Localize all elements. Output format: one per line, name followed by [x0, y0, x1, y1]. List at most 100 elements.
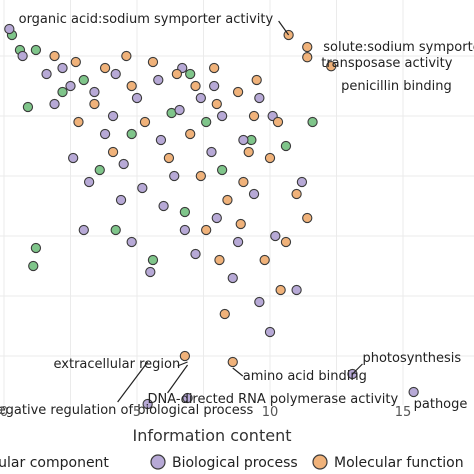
data-point — [185, 68, 196, 80]
legend-label: Biological process — [172, 455, 298, 471]
data-point — [254, 92, 265, 104]
x-tick-labels: 0 5 10 15 — [0, 405, 411, 420]
annotations: organic acid:sodium symporter activity so… — [0, 12, 474, 418]
annotation-label: photosynthesis — [362, 351, 461, 366]
legend-label: Molecular function — [334, 455, 464, 471]
data-point — [174, 104, 185, 116]
data-point — [110, 68, 121, 80]
data-point — [296, 176, 308, 188]
data-point — [89, 98, 100, 110]
legend-swatch — [150, 454, 166, 470]
data-point — [201, 224, 212, 236]
annotation-leader — [278, 20, 290, 36]
annotation-label: extracellular region — [54, 357, 181, 372]
data-point — [131, 92, 143, 104]
data-point — [57, 62, 68, 74]
x-tick-label: 10 — [262, 405, 279, 420]
data-point — [259, 254, 270, 266]
data-point — [195, 170, 206, 182]
data-points — [4, 23, 419, 410]
legend: Cellular component Biological process Mole… — [0, 454, 464, 471]
data-point — [41, 68, 52, 80]
data-point — [235, 218, 246, 230]
annotation-label: egative regulation of biological process — [0, 403, 253, 418]
data-point — [73, 116, 84, 128]
data-point — [49, 50, 60, 62]
annotation-leader — [177, 361, 188, 367]
data-point — [307, 116, 318, 128]
data-point — [30, 44, 42, 56]
data-point — [179, 224, 191, 236]
annotation-label: solute:sodium symporter a — [323, 40, 474, 55]
data-point — [99, 128, 111, 140]
data-point — [291, 188, 302, 200]
data-point — [216, 110, 228, 122]
data-point — [270, 230, 281, 242]
data-point — [302, 52, 313, 63]
data-point — [254, 296, 265, 308]
data-point — [94, 164, 105, 176]
data-point — [264, 326, 276, 338]
data-point — [107, 110, 119, 122]
data-point — [222, 194, 233, 206]
legend-swatch — [312, 454, 328, 470]
data-point — [179, 350, 191, 362]
data-point — [302, 212, 313, 224]
grid — [0, 0, 474, 405]
data-point — [219, 308, 230, 320]
data-point — [280, 140, 292, 152]
annotation-label: amino acid binding — [243, 369, 367, 384]
data-point — [248, 110, 260, 122]
data-point — [291, 284, 302, 296]
data-point — [118, 158, 129, 170]
data-point — [145, 266, 156, 278]
data-point — [195, 92, 206, 104]
data-point — [78, 74, 89, 86]
data-point — [22, 101, 34, 113]
data-point — [142, 398, 153, 410]
data-point — [65, 80, 76, 92]
data-point — [147, 254, 159, 266]
data-point — [17, 50, 28, 62]
data-point — [238, 134, 249, 146]
data-point — [28, 260, 39, 272]
data-point — [216, 164, 228, 176]
data-point — [115, 194, 127, 206]
data-point — [107, 146, 119, 158]
data-point — [171, 68, 183, 80]
data-point — [326, 61, 337, 72]
annotation-leader — [167, 364, 189, 394]
annotation-label: DNA-directed RNA polymerase activity — [148, 392, 399, 407]
data-point — [110, 224, 121, 236]
data-point — [163, 152, 175, 164]
data-point — [126, 128, 137, 140]
data-point — [243, 146, 254, 158]
x-axis-label: Information content — [133, 426, 292, 445]
data-point — [78, 224, 89, 236]
data-point — [126, 80, 137, 92]
data-point — [211, 212, 222, 224]
x-tick-label: 15 — [395, 405, 412, 420]
data-point — [280, 236, 292, 248]
legend-label: Cellular component — [0, 455, 109, 471]
data-point — [264, 152, 276, 164]
data-point — [147, 56, 159, 68]
data-point — [68, 152, 79, 164]
data-point — [155, 134, 167, 146]
data-point — [208, 62, 220, 74]
data-point — [49, 98, 60, 110]
data-point — [190, 248, 201, 260]
data-point — [57, 86, 68, 98]
data-point — [179, 206, 191, 218]
data-point — [211, 98, 222, 110]
x-tick-label: 5 — [133, 405, 141, 420]
annotation-leader — [232, 367, 244, 377]
data-point — [214, 254, 225, 266]
annotation-label: penicillin binding — [341, 79, 452, 94]
data-point — [89, 86, 100, 98]
data-point — [208, 80, 220, 92]
data-point — [248, 188, 260, 200]
data-point — [158, 200, 169, 212]
annotation-label: organic acid:sodium symporter activity — [19, 12, 274, 27]
